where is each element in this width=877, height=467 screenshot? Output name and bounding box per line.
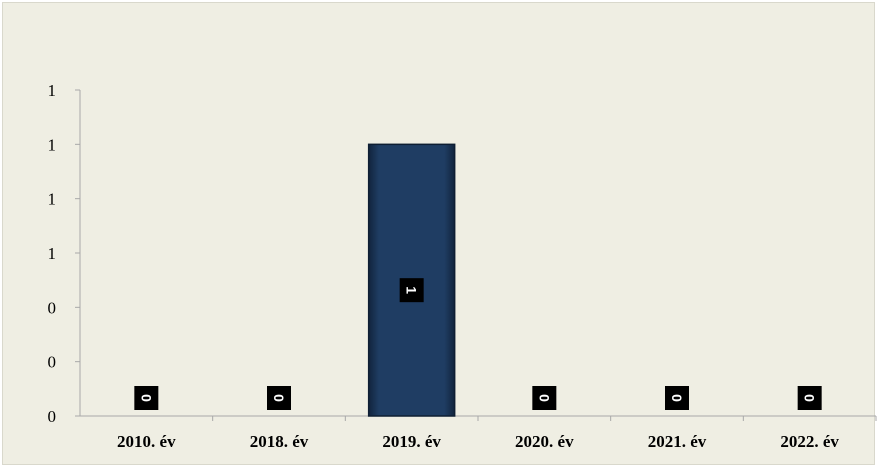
data-label-text: 0 bbox=[669, 394, 685, 402]
x-tick-label: 2022. év bbox=[780, 432, 839, 451]
data-label-box bbox=[134, 386, 159, 410]
data-label: 0 bbox=[797, 386, 822, 410]
data-label: 0 bbox=[532, 386, 557, 410]
x-tick-label: 2020. év bbox=[515, 432, 574, 451]
data-label-box bbox=[399, 278, 424, 303]
data-label-text: 0 bbox=[536, 394, 552, 402]
data-label-text: 0 bbox=[271, 394, 287, 402]
y-tick-label: 1 bbox=[48, 244, 57, 263]
x-tick-label: 2019. év bbox=[382, 432, 441, 451]
data-label: 0 bbox=[134, 386, 159, 410]
data-label: 0 bbox=[267, 386, 291, 410]
data-label-box bbox=[665, 386, 689, 410]
x-tick-label: 2010. év bbox=[117, 432, 176, 451]
x-tick-label: 2018. év bbox=[250, 432, 309, 451]
data-label-text: 0 bbox=[138, 394, 154, 402]
data-label-text: 0 bbox=[802, 394, 818, 402]
data-label-box bbox=[532, 386, 557, 410]
data-label: 0 bbox=[665, 386, 689, 410]
y-tick-label: 1 bbox=[48, 81, 57, 100]
data-label: 1 bbox=[399, 278, 424, 303]
y-tick-label: 1 bbox=[48, 135, 57, 154]
y-tick-label: 0 bbox=[48, 353, 57, 372]
y-tick-label: 1 bbox=[48, 190, 57, 209]
data-label-text: 1 bbox=[404, 286, 420, 294]
x-tick-label: 2021. év bbox=[648, 432, 707, 451]
data-label-box bbox=[797, 386, 822, 410]
y-tick-label: 0 bbox=[48, 298, 57, 317]
y-tick-label: 0 bbox=[48, 407, 57, 426]
data-label-box bbox=[267, 386, 291, 410]
